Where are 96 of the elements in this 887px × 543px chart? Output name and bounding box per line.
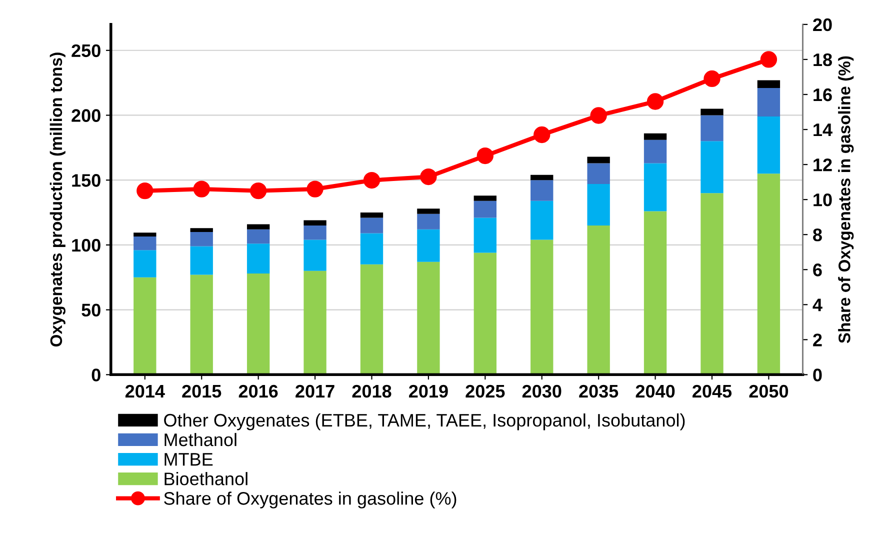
x-tick-label: 2019	[408, 384, 448, 398]
bar	[134, 236, 156, 250]
y-tick-label: 100	[72, 238, 100, 252]
y2-tick-label: 20	[813, 18, 832, 32]
bar	[304, 225, 326, 240]
bar	[644, 140, 667, 164]
point	[363, 172, 380, 189]
bar	[700, 115, 724, 142]
point	[136, 182, 154, 200]
bar	[530, 240, 554, 375]
bar	[757, 80, 780, 88]
x-tick-label: 2035	[579, 384, 618, 398]
bar	[474, 196, 496, 201]
bar	[644, 211, 667, 375]
y-tick-label: 0	[92, 368, 100, 382]
point	[193, 180, 210, 198]
x-tick-label: 2018	[352, 384, 392, 398]
y2-tick-label: 6	[813, 264, 822, 276]
bar	[190, 246, 213, 275]
x-tick-label: 2045	[692, 384, 732, 398]
bar	[530, 174, 554, 180]
bar	[700, 193, 724, 375]
bar	[700, 141, 724, 194]
y2-tick-label: 10	[814, 193, 832, 206]
point	[590, 107, 607, 124]
point	[534, 126, 550, 144]
bar	[530, 200, 554, 240]
x-tick-label: 2015	[182, 384, 222, 398]
legend-label: MTBE	[164, 453, 213, 466]
bar	[587, 184, 610, 226]
y2-tick-label: 2	[813, 334, 822, 346]
bar	[644, 133, 667, 140]
bar	[417, 214, 440, 230]
y-tick-label: 50	[82, 304, 100, 317]
point	[646, 93, 664, 110]
bar	[134, 232, 156, 237]
point	[250, 182, 267, 200]
bar	[360, 212, 384, 218]
bar	[190, 232, 213, 246]
bar	[246, 229, 270, 244]
point	[760, 51, 778, 68]
bar	[190, 228, 213, 232]
bar	[474, 200, 496, 218]
bar	[246, 244, 270, 274]
bar	[304, 220, 326, 226]
y-tick-label: 150	[72, 174, 100, 187]
y-axis-title: Oxygenates production (million tons)	[50, 52, 66, 347]
bar	[246, 273, 270, 375]
bar	[417, 208, 440, 214]
bar	[360, 218, 384, 234]
bar	[644, 163, 667, 212]
y2-tick-label: 12	[814, 158, 832, 172]
legend-label: Share of Oxygenates in gasoline (%)	[164, 492, 456, 508]
y2-tick-label: 0	[813, 368, 822, 382]
y2-tick-label: 8	[813, 228, 822, 242]
bar	[134, 277, 156, 375]
bar	[587, 163, 610, 184]
y2-tick-label: 16	[814, 88, 832, 102]
point	[420, 168, 437, 186]
bar	[474, 252, 496, 375]
x-tick-label: 2014	[125, 384, 165, 398]
bar	[304, 270, 326, 375]
legend-label: Bioethanol	[164, 472, 248, 486]
bar	[757, 174, 780, 375]
bar	[757, 88, 780, 117]
bar	[530, 180, 554, 201]
y2-tick-label: 4	[812, 298, 822, 312]
x-tick-label: 2025	[466, 384, 505, 398]
x-tick-label: 2016	[238, 384, 278, 398]
y2-tick-label: 14	[814, 124, 832, 136]
bar	[134, 250, 156, 278]
bar	[246, 224, 270, 230]
point	[704, 70, 720, 88]
bar	[190, 274, 213, 375]
bar	[587, 225, 610, 375]
x-tick-label: 2017	[296, 384, 334, 398]
x-tick-label: 2050	[749, 384, 788, 398]
legend-label: Methanol	[164, 432, 236, 446]
bar	[304, 240, 326, 271]
bar	[417, 262, 440, 375]
bar	[757, 116, 780, 174]
y-tick-label: 200	[72, 109, 100, 122]
bar	[474, 218, 496, 253]
y2-axis-title: Share of Oxygenates in gasoline (%)	[838, 56, 854, 344]
x-tick-label: 2030	[522, 384, 562, 398]
y2-tick-label: 18	[814, 53, 832, 66]
bar	[360, 233, 384, 264]
y-tick-label: 250	[72, 44, 100, 58]
bar	[700, 108, 724, 116]
x-tick-label: 2040	[636, 384, 675, 398]
legend-label: Other Oxygenates (ETBE, TAME, TAEE, Isopropanol, Isobutanol)	[164, 413, 685, 430]
bar	[417, 229, 440, 262]
bar	[360, 264, 384, 375]
point	[476, 147, 494, 164]
point	[306, 180, 324, 198]
bar	[587, 156, 610, 164]
